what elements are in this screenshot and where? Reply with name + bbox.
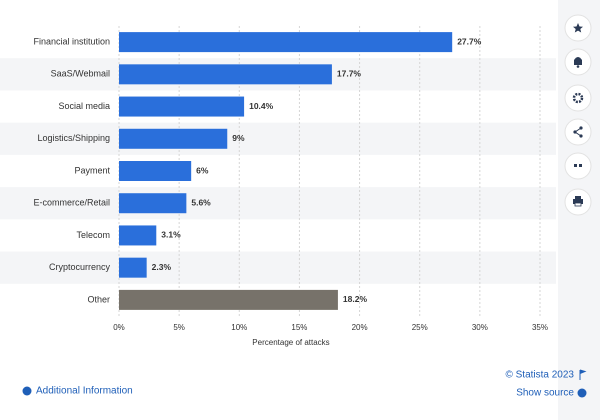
info-icon <box>22 386 32 396</box>
value-label: 27.7% <box>457 36 482 46</box>
value-label: 18.2% <box>343 294 368 304</box>
copyright[interactable]: © Statista 2023 <box>505 370 574 381</box>
y-tick-label: E-commerce/Retail <box>33 198 110 208</box>
y-tick-label: Payment <box>74 165 110 175</box>
cite-button[interactable] <box>564 152 592 180</box>
x-tick-label: 0% <box>113 323 125 332</box>
x-tick-label: 30% <box>472 323 488 332</box>
x-axis-title: Percentage of attacks <box>252 338 329 347</box>
source-icon <box>577 388 587 398</box>
x-tick-label: 5% <box>173 323 185 332</box>
settings-button[interactable] <box>564 84 592 112</box>
x-tick-label: 25% <box>412 323 428 332</box>
value-label: 6% <box>196 165 209 175</box>
value-label: 3.1% <box>161 230 181 240</box>
additional-information[interactable]: Additional Information <box>36 386 133 397</box>
flag-icon <box>579 369 587 380</box>
bar <box>119 32 453 53</box>
value-label: 5.6% <box>191 197 211 207</box>
plot: 0% 5% 10% 15% 20% 25% 30% 35% Financial institut… <box>0 26 556 332</box>
y-tick-label: Financial institution <box>33 36 110 46</box>
print-button[interactable] <box>564 188 592 216</box>
x-tick-label: 20% <box>352 323 368 332</box>
row-stripe <box>0 122 556 155</box>
y-tick-label: Cryptocurrency <box>49 262 111 272</box>
x-tick-label: 15% <box>291 323 307 332</box>
y-tick-label: Telecom <box>76 230 110 240</box>
share-button[interactable] <box>564 118 592 146</box>
bar <box>119 257 147 278</box>
show-source[interactable]: Show source <box>516 388 574 399</box>
value-label: 10.4% <box>249 101 274 111</box>
bar <box>119 96 245 117</box>
favorite-button[interactable] <box>564 14 592 42</box>
bar <box>119 289 338 310</box>
value-label: 17.7% <box>337 69 362 79</box>
bar <box>119 193 187 214</box>
y-tick-label: SaaS/Webmail <box>51 69 110 79</box>
y-tick-label: Other <box>87 294 110 304</box>
x-tick-label: 35% <box>532 323 548 332</box>
sidebar-buttons <box>564 14 592 216</box>
bar <box>119 64 332 85</box>
bar <box>119 225 157 246</box>
x-tick-label: 10% <box>231 323 247 332</box>
bar <box>119 161 192 181</box>
bar <box>119 128 228 149</box>
value-label: 2.3% <box>152 262 172 272</box>
alert-button[interactable] <box>564 48 592 76</box>
y-tick-label: Logistics/Shipping <box>37 133 110 143</box>
row-stripe <box>0 187 556 220</box>
y-tick-label: Social media <box>58 101 110 111</box>
value-label: 9% <box>232 133 245 143</box>
row-stripe <box>0 251 556 284</box>
